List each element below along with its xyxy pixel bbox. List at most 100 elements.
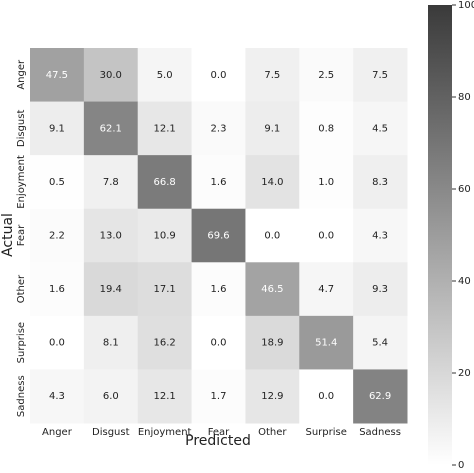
cell [137, 155, 193, 210]
cell [30, 101, 85, 156]
cell [191, 369, 246, 424]
x-tick-label: Other [258, 427, 287, 438]
cell-label: 14.0 [261, 177, 283, 188]
cell [30, 208, 85, 263]
cell-label: 10.9 [154, 231, 176, 242]
cell [137, 315, 193, 370]
cell-label: 8.1 [103, 338, 119, 349]
cell [353, 155, 408, 210]
cell [299, 155, 354, 210]
cell [353, 48, 408, 103]
cell-label: 1.0 [318, 177, 334, 188]
cell [83, 101, 139, 156]
x-tick-label: Fear [208, 427, 230, 438]
cell [30, 262, 85, 317]
cell-label: 0.8 [318, 123, 334, 134]
cell-label: 16.2 [154, 338, 176, 349]
cell [83, 369, 139, 424]
colorbar-tick-label: 0 [458, 460, 464, 471]
cell [299, 369, 354, 424]
cell [191, 101, 246, 156]
cell [299, 101, 354, 156]
cell [137, 48, 193, 103]
cell [191, 155, 246, 210]
cell [245, 262, 300, 317]
cell-label: 5.0 [157, 70, 173, 81]
cell [137, 369, 193, 424]
x-axis-title: Predicted [185, 433, 251, 449]
cell-label: 2.5 [318, 70, 334, 81]
y-tick-label: Fear [16, 224, 27, 246]
cell [353, 315, 408, 370]
y-tick-label: Enjoyment [16, 155, 27, 209]
y-tick-label: Surprise [16, 322, 27, 363]
cell [299, 48, 354, 103]
cell [245, 155, 300, 210]
cell [191, 262, 246, 317]
cell [353, 208, 408, 263]
cell-label: 4.5 [372, 123, 388, 134]
cell-label: 9.1 [49, 123, 65, 134]
cell-label: 17.1 [154, 284, 176, 295]
cell-label: 66.8 [154, 177, 176, 188]
cell [191, 48, 246, 103]
x-tick-label: Sadness [359, 427, 401, 438]
cell [83, 262, 139, 317]
cell-label: 47.5 [46, 70, 68, 81]
cell-label: 12.1 [154, 123, 176, 134]
cell-label: 12.1 [154, 391, 176, 402]
cell [83, 48, 139, 103]
y-tick-label: Disgust [16, 110, 27, 148]
cell [245, 369, 300, 424]
colorbar-tick-label: 40 [458, 276, 471, 287]
cell [83, 315, 139, 370]
cell-label: 62.1 [100, 123, 122, 134]
cell [83, 155, 139, 210]
cell-label: 8.3 [372, 177, 388, 188]
cell-label: 62.9 [369, 391, 391, 402]
cell [30, 315, 85, 370]
cell-label: 9.1 [264, 123, 280, 134]
cell [245, 48, 300, 103]
cell [137, 208, 193, 263]
cell-label: 4.3 [49, 391, 65, 402]
cell [30, 48, 85, 103]
cell-label: 30.0 [100, 70, 122, 81]
cell-label: 12.9 [261, 391, 283, 402]
cell-label: 2.2 [49, 231, 65, 242]
cell [191, 315, 246, 370]
x-tick-label: Disgust [92, 427, 130, 438]
cell [353, 369, 408, 424]
cell-label: 0.0 [211, 338, 227, 349]
colorbar-tick-label: 100 [458, 0, 474, 11]
cell-label: 0.0 [264, 231, 280, 242]
cell-label: 0.0 [49, 338, 65, 349]
cell [30, 155, 85, 210]
cell [30, 369, 85, 424]
y-tick-label: Sadness [16, 375, 27, 417]
cell-label: 1.6 [211, 177, 227, 188]
cell-label: 46.5 [261, 284, 283, 295]
x-tick-label: Anger [42, 427, 73, 438]
x-tick-label: Enjoyment [138, 427, 192, 438]
colorbar-tick-label: 20 [458, 368, 471, 379]
cell-label: 7.5 [264, 70, 280, 81]
cell [83, 208, 139, 263]
cell [137, 262, 193, 317]
cell-label: 1.6 [211, 284, 227, 295]
cell-label: 0.0 [318, 231, 334, 242]
cell-label: 19.4 [100, 284, 122, 295]
cell-label: 5.4 [372, 338, 388, 349]
y-tick-label: Anger [16, 59, 27, 90]
y-tick-label: Other [16, 274, 27, 303]
cell [245, 208, 300, 263]
y-axis-title: Actual [0, 213, 16, 257]
cell-label: 7.8 [103, 177, 119, 188]
cell-label: 4.7 [318, 284, 334, 295]
cell [191, 208, 246, 263]
cell-label: 0.0 [211, 70, 227, 81]
x-tick-label: Surprise [306, 427, 347, 438]
cell-label: 13.0 [100, 231, 122, 242]
cell [353, 101, 408, 156]
cell-label: 1.7 [211, 391, 227, 402]
